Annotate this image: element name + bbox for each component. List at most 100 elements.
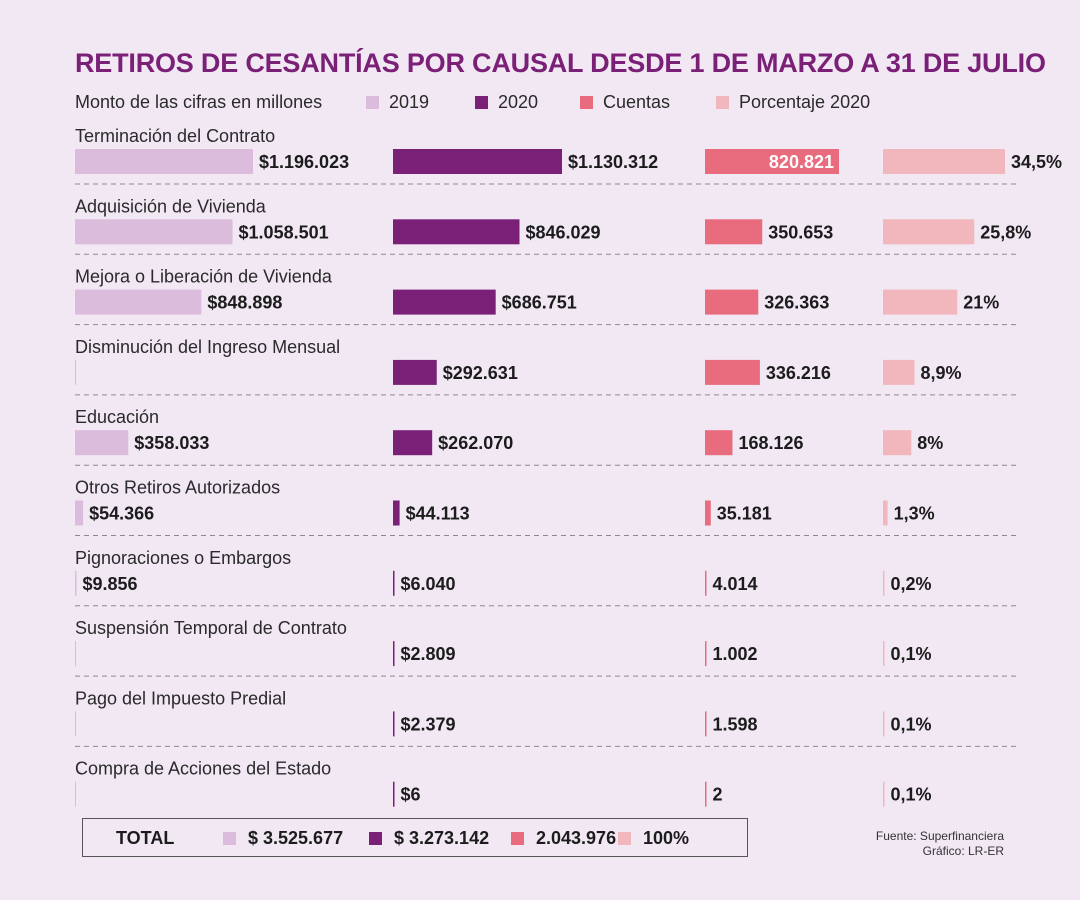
- bar-2020: [393, 500, 400, 526]
- bar-2020: [393, 570, 395, 596]
- bar-2020: [393, 289, 496, 315]
- data-label-cuentas: 326.363: [764, 293, 829, 313]
- data-label-porcentaje: 0,1%: [891, 644, 932, 664]
- category-label: Terminación del Contrato: [75, 126, 275, 146]
- bar-porcentaje: [883, 219, 975, 245]
- data-label-2020: $2.379: [401, 714, 456, 734]
- category-label: Pago del Impuesto Predial: [75, 688, 286, 708]
- bar-cuentas: [705, 219, 763, 245]
- legend-item-2020: 2020: [475, 92, 538, 113]
- total-value-2020: $ 3.273.142: [394, 828, 490, 848]
- data-label-cuentas: 1.002: [713, 644, 758, 664]
- bar-porcentaje: [883, 781, 885, 807]
- total-porcentaje: 100%: [618, 828, 689, 849]
- data-label-cuentas: 4.014: [713, 574, 758, 594]
- bar-2019: [75, 359, 76, 385]
- bar-2019: [75, 570, 77, 596]
- bar-2020: [393, 781, 395, 807]
- bar-porcentaje: [883, 570, 885, 596]
- chart-subtitle: Monto de las cifras en millones: [75, 92, 323, 112]
- total-cuentas: 2.043.976: [511, 828, 616, 849]
- data-label-2020: $292.631: [443, 363, 518, 383]
- bar-cuentas: [705, 641, 707, 667]
- total-value-porcentaje: 100%: [643, 828, 690, 848]
- bar-2019: [75, 289, 202, 315]
- bar-porcentaje: [883, 149, 1005, 174]
- bar-cuentas: [705, 781, 707, 807]
- bar-2020: [393, 430, 433, 456]
- bar-porcentaje: [883, 641, 885, 667]
- legend-item-porcentaje: Porcentaje 2020: [716, 92, 870, 113]
- data-label-2019: $848.898: [207, 293, 282, 313]
- legend-label-2020: 2020: [498, 92, 539, 112]
- bar-cuentas: [705, 289, 759, 315]
- legend-label-porcentaje: Porcentaje 2020: [739, 92, 871, 112]
- data-label-porcentaje: 34,5%: [1011, 152, 1062, 172]
- bar-2019: [75, 500, 84, 526]
- total-swatch-2020: [369, 832, 382, 845]
- total-2020: $ 3.273.142: [369, 828, 489, 849]
- legend-swatch-2019: [366, 96, 379, 109]
- total-value-cuentas: 2.043.976: [536, 828, 617, 848]
- legend-item-2019: 2019: [366, 92, 429, 113]
- bar-porcentaje: [883, 500, 888, 526]
- bar-cuentas: [705, 711, 707, 737]
- category-label: Disminución del Ingreso Mensual: [75, 337, 340, 357]
- data-label-cuentas: 2: [713, 785, 723, 805]
- bar-2019: [75, 781, 76, 807]
- data-label-porcentaje: 0,1%: [891, 714, 932, 734]
- chart-title: RETIROS DE CESANTÍAS POR CAUSAL DESDE 1 …: [75, 48, 1046, 78]
- bar-porcentaje: [883, 430, 912, 456]
- data-label-porcentaje: 0,1%: [891, 785, 932, 805]
- data-label-porcentaje: 0,2%: [891, 574, 932, 594]
- category-label: Mejora o Liberación de Vivienda: [75, 267, 333, 287]
- data-label-2019: $54.366: [89, 504, 154, 524]
- bar-cuentas: [705, 500, 711, 526]
- data-label-cuentas: 820.821: [769, 152, 834, 172]
- legend-label-2019: 2019: [389, 92, 430, 112]
- bar-porcentaje: [883, 289, 958, 315]
- data-label-cuentas: 35.181: [717, 504, 772, 524]
- bar-cuentas: [705, 359, 760, 385]
- data-label-porcentaje: 25,8%: [980, 222, 1031, 242]
- category-label: Educación: [75, 407, 159, 427]
- source-note: Fuente: Superfinanciera Gráfico: LR-ER: [876, 829, 1004, 859]
- data-label-2019: $1.196.023: [259, 152, 349, 172]
- data-label-porcentaje: 8%: [917, 433, 943, 453]
- data-label-porcentaje: 1,3%: [894, 504, 935, 524]
- category-label: Pignoraciones o Embargos: [75, 548, 291, 568]
- data-label-2019: $1.058.501: [239, 222, 329, 242]
- bar-cuentas: [705, 430, 733, 456]
- bar-2019: [75, 149, 253, 174]
- data-label-cuentas: 168.126: [738, 433, 803, 453]
- category-label: Suspensión Temporal de Contrato: [75, 618, 347, 638]
- data-label-2020: $2.809: [401, 644, 456, 664]
- bar-2019: [75, 430, 129, 456]
- bar-cuentas: [705, 149, 839, 174]
- legend-item-cuentas: Cuentas: [580, 92, 670, 113]
- data-label-porcentaje: 8,9%: [920, 363, 961, 383]
- source-line: Fuente: Superfinanciera: [875, 829, 1004, 843]
- bar-2020: [393, 641, 395, 667]
- data-label-2019: $358.033: [134, 433, 209, 453]
- data-label-2020: $262.070: [438, 433, 513, 453]
- data-label-2020: $6.040: [401, 574, 456, 594]
- total-swatch-porcentaje: [618, 832, 631, 845]
- total-box: TOTAL $ 3.525.677 $ 3.273.142 2.043.976 …: [82, 818, 748, 857]
- total-label: TOTAL: [116, 828, 175, 848]
- bar-cuentas: [705, 570, 707, 596]
- bar-2020: [393, 711, 395, 737]
- bar-2020: [393, 359, 437, 385]
- data-label-2020: $1.130.312: [568, 152, 658, 172]
- bar-2019: [75, 641, 76, 667]
- legend-swatch-cuentas: [580, 96, 593, 109]
- legend-swatch-2020: [475, 96, 488, 109]
- data-label-porcentaje: 21%: [963, 293, 999, 313]
- bar-2020: [393, 219, 520, 245]
- data-label-2020: $6: [401, 785, 421, 805]
- data-label-cuentas: 350.653: [768, 222, 833, 242]
- data-label-cuentas: 1.598: [713, 714, 758, 734]
- legend-label-cuentas: Cuentas: [603, 92, 671, 112]
- total-2019: $ 3.525.677: [223, 828, 343, 849]
